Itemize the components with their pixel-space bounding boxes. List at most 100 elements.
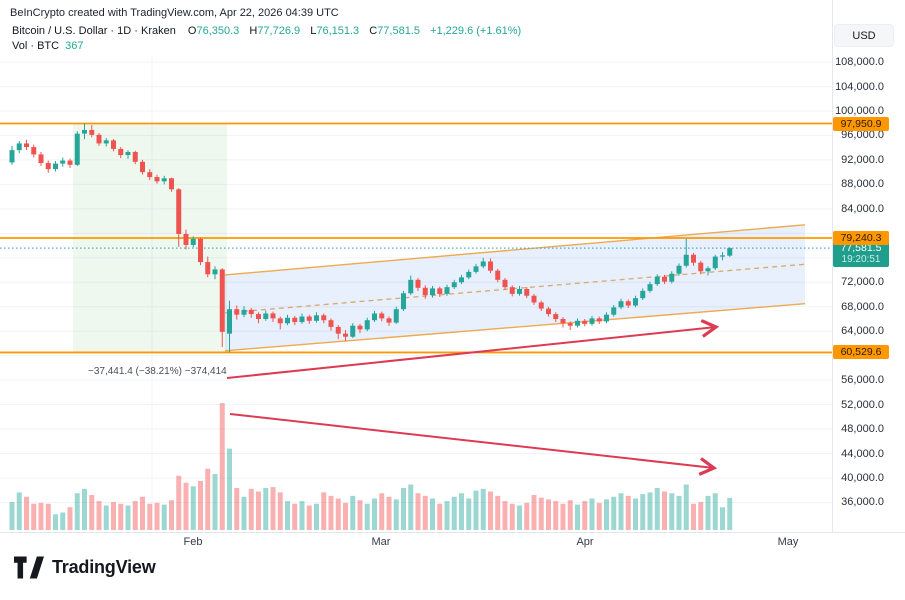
candle[interactable] [234,309,240,315]
candle[interactable] [190,238,196,245]
candle[interactable] [270,313,276,319]
volume-bar[interactable] [415,493,421,530]
candle[interactable] [683,254,689,266]
volume-bar[interactable] [147,503,153,530]
volume-bar[interactable] [38,502,44,530]
candle[interactable] [553,314,559,319]
volume-bar[interactable] [589,498,595,531]
candle[interactable] [430,288,435,296]
candle[interactable] [662,276,667,282]
candle[interactable] [248,309,254,315]
volume-bar[interactable] [9,502,15,530]
volume-bar[interactable] [227,448,232,530]
volume-bar[interactable] [183,482,189,530]
volume-bar[interactable] [103,505,109,531]
volume-bar[interactable] [96,501,102,530]
candle[interactable] [82,129,87,134]
candle[interactable] [343,333,348,337]
volume-bar[interactable] [241,496,247,530]
volume-bar[interactable] [480,488,486,530]
volume-bar[interactable] [401,488,406,530]
volume-bar[interactable] [277,492,283,530]
candle[interactable] [118,148,124,156]
volume-bar[interactable] [60,512,66,531]
candle[interactable] [45,162,51,170]
candle[interactable] [147,172,153,178]
candle[interactable] [473,266,479,272]
volume-bar[interactable] [408,484,414,531]
volume-bar[interactable] [306,505,312,531]
candle[interactable] [198,238,203,263]
candle[interactable] [132,151,138,162]
candle[interactable] [154,177,160,182]
candle[interactable] [495,270,501,280]
parallel-channel-drawing[interactable] [224,224,806,352]
candle[interactable] [103,140,109,144]
volume-bar[interactable] [118,503,124,530]
volume-bar[interactable] [466,498,472,531]
volume-bar[interactable] [132,501,138,530]
volume-bar[interactable] [720,507,725,530]
volume-bar[interactable] [654,488,660,530]
candle[interactable] [408,279,414,294]
candle[interactable] [575,320,580,326]
volume-bar[interactable] [625,495,631,530]
candle[interactable] [140,161,145,173]
candle[interactable] [676,265,682,274]
candle[interactable] [357,325,363,330]
candle[interactable] [459,277,464,283]
candle[interactable] [386,318,392,323]
candle[interactable] [589,318,595,324]
candle[interactable] [9,150,15,163]
volume-bar[interactable] [350,495,356,530]
candle[interactable] [647,284,653,291]
candle[interactable] [292,317,298,323]
volume-bar[interactable] [125,505,131,531]
volume-bar[interactable] [698,502,704,530]
candle[interactable] [16,143,22,151]
candle[interactable] [335,326,341,334]
candle[interactable] [480,261,486,267]
volume-bar[interactable] [67,507,73,530]
candle[interactable] [488,261,493,271]
candle[interactable] [60,160,66,164]
candle[interactable] [256,314,261,319]
volume-bar[interactable] [328,495,334,530]
volume-legend[interactable]: Vol · BTC 367 [12,40,83,52]
candle[interactable] [161,178,167,182]
volume-bar[interactable] [633,498,638,531]
volume-bar[interactable] [198,481,203,530]
candle[interactable] [306,316,312,321]
volume-bar[interactable] [676,495,682,530]
volume-bar[interactable] [364,503,370,530]
volume-bar[interactable] [234,488,240,530]
volume-bar[interactable] [256,491,261,531]
currency-toggle-button[interactable]: USD [834,24,894,47]
volume-bar[interactable] [212,474,218,530]
candle[interactable] [567,323,573,326]
candle[interactable] [205,262,211,275]
candle[interactable] [241,309,247,315]
candle[interactable] [582,320,588,324]
volume-bar[interactable] [596,502,602,530]
candle[interactable] [53,163,58,170]
candle[interactable] [640,290,646,299]
volume-bar[interactable] [372,498,377,531]
volume-bar[interactable] [285,501,290,530]
volume-bar[interactable] [451,496,457,530]
candle[interactable] [372,313,377,321]
volume-bar[interactable] [560,503,566,530]
candles-layer[interactable] [9,123,733,353]
candle[interactable] [263,313,269,319]
candle[interactable] [169,178,174,190]
candle[interactable] [502,279,508,288]
volume-bar[interactable] [531,495,537,530]
volume-bar[interactable] [45,503,51,530]
volume-bar[interactable] [647,492,653,530]
volume-bar[interactable] [82,488,87,530]
candle[interactable] [625,301,631,306]
price-axis[interactable]: 108,000.0 104,000.0 100,000.0 96,000.0 92,00… [832,0,905,533]
candle[interactable] [596,318,602,322]
volume-bar[interactable] [459,493,464,530]
volume-bar[interactable] [705,495,711,530]
